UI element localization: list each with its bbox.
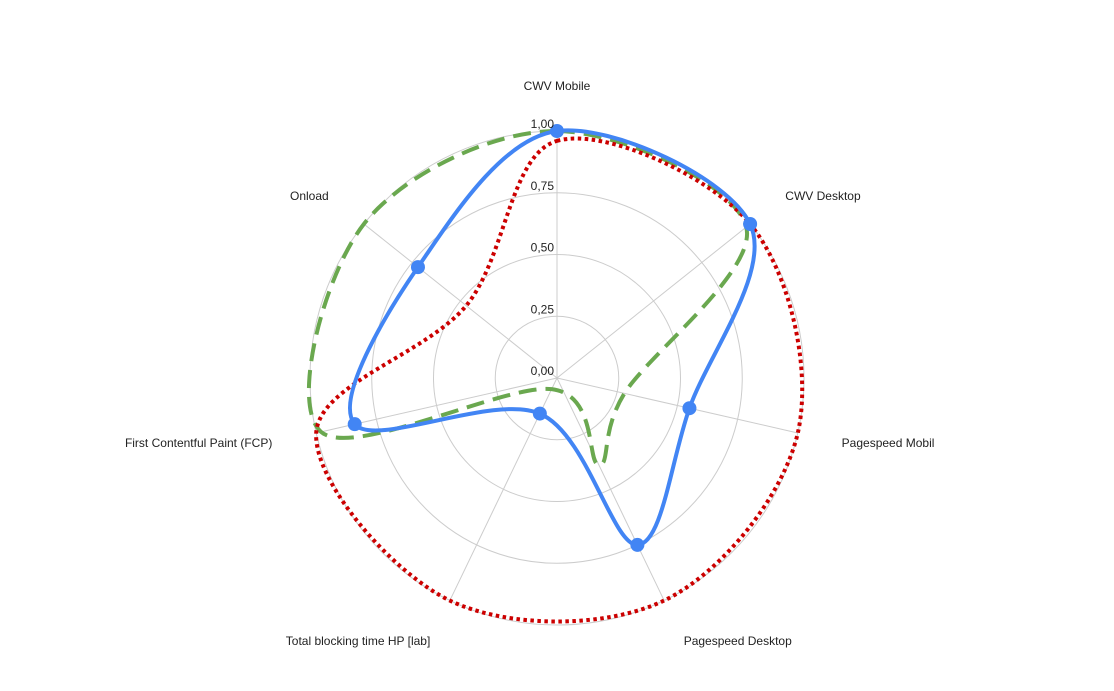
axis-spoke — [556, 377, 798, 434]
category-label: Pagespeed Desktop — [684, 634, 792, 648]
r-tick-label: 1,00 — [531, 117, 555, 131]
series-line — [314, 136, 805, 624]
series-point — [347, 417, 362, 432]
category-label: CWV Desktop — [785, 189, 861, 203]
r-tick-label: 0,50 — [531, 241, 555, 255]
chart-series — [306, 124, 805, 624]
category-label: CWV Mobile — [524, 79, 591, 93]
series-point — [410, 260, 425, 275]
radial-ticks: 0,00 0,25 0,50 0,75 1,00 — [531, 117, 555, 378]
series-point — [532, 406, 547, 421]
series-point — [550, 124, 564, 138]
series-point — [630, 537, 645, 552]
axis-spoke — [556, 223, 751, 379]
category-label: Pagespeed Mobil — [842, 436, 935, 450]
series-point — [743, 216, 758, 231]
r-tick-label: 0,75 — [531, 179, 555, 193]
series-point — [682, 401, 697, 416]
category-label: First Contentful Paint (FCP) — [125, 436, 272, 450]
r-tick-label: 0,00 — [531, 364, 555, 378]
axis-spoke — [556, 377, 665, 601]
category-labels: CWV Mobile CWV Desktop Pagespeed Mobil Page… — [125, 79, 934, 648]
r-tick-label: 0,25 — [531, 302, 555, 316]
axis-spoke — [363, 223, 558, 379]
series-line — [306, 128, 749, 467]
category-label: Total blocking time HP [lab] — [286, 634, 431, 648]
category-label: Onload — [290, 189, 329, 203]
